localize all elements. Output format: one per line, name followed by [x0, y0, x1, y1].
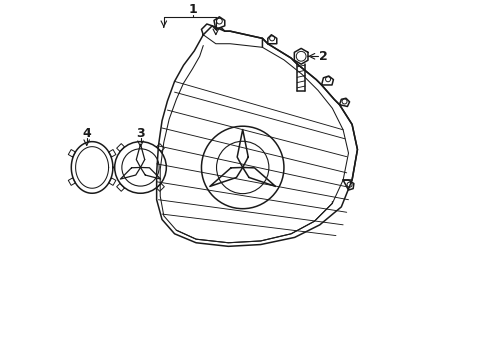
- Text: 2: 2: [318, 50, 327, 63]
- Text: 4: 4: [82, 127, 91, 140]
- Text: 1: 1: [188, 3, 197, 16]
- Text: 3: 3: [136, 127, 144, 140]
